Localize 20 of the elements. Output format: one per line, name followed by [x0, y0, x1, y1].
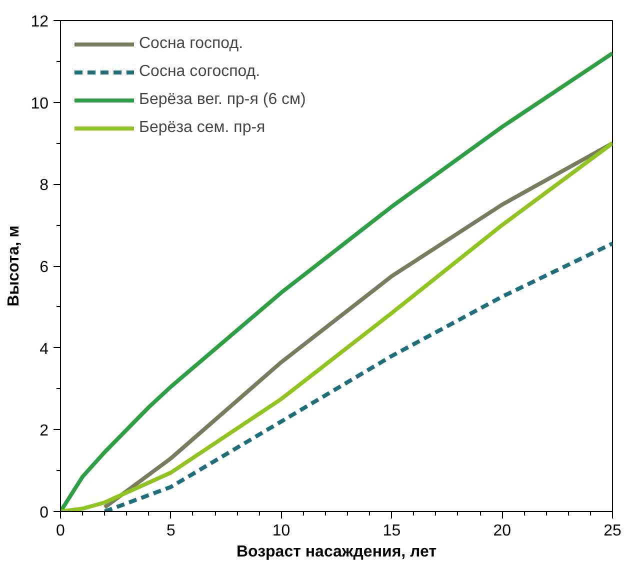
line-series — [102, 241, 612, 512]
x-axis-title: Возраст насаждения, лет — [236, 544, 437, 560]
x-tick-label: 25 — [604, 522, 622, 540]
x-tick-label: 0 — [56, 522, 66, 540]
legend-label: Берёза сем. пр-я — [139, 119, 266, 137]
legend-label: Сосна согоспод. — [139, 63, 260, 81]
x-tick-label: 15 — [382, 522, 401, 540]
y-axis-title: Высота, м — [6, 226, 23, 306]
x-tick-label: 10 — [272, 522, 290, 540]
y-tick-label: 10 — [30, 95, 49, 112]
y-tick-label: 12 — [30, 14, 49, 30]
x-tick-label: 5 — [166, 522, 176, 540]
y-tick-label: 8 — [40, 177, 49, 194]
x-tick-label: 20 — [493, 522, 512, 540]
legend-label: Сосна господ. — [139, 35, 244, 53]
y-tick-label: 0 — [40, 504, 49, 522]
y-tick-label: 2 — [40, 422, 49, 440]
y-tick-label: 4 — [40, 340, 49, 358]
y-tick-label: 6 — [40, 259, 49, 276]
legend-label: Берёза вег. пр-я (6 см) — [139, 91, 306, 109]
